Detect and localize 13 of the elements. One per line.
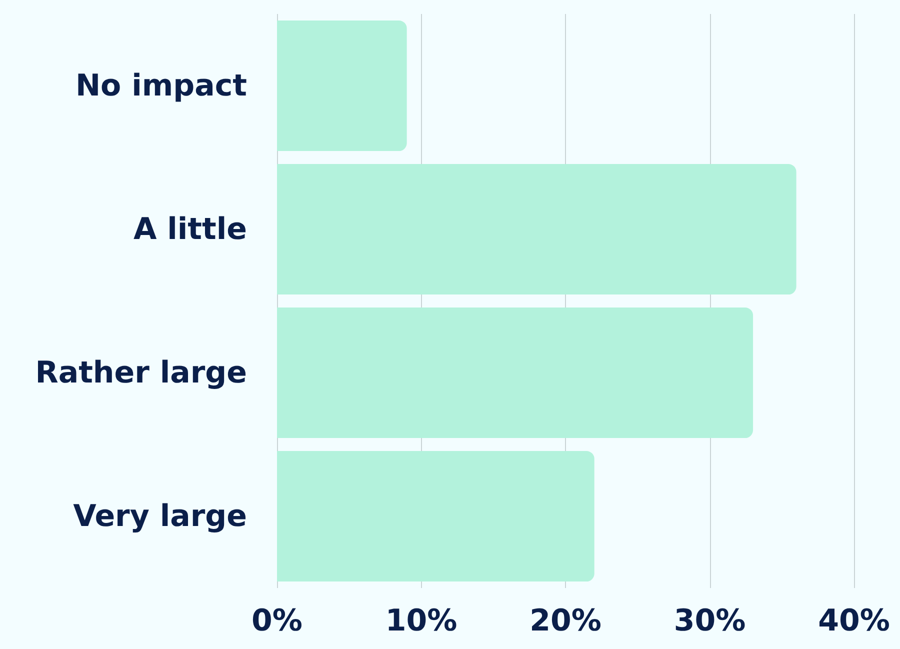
y-tick-label: Rather large	[35, 355, 247, 390]
y-tick-label: A little	[133, 212, 247, 247]
y-tick-label: Very large	[73, 498, 247, 534]
x-tick-label: 0%	[252, 604, 302, 638]
x-tick-label: 10%	[385, 604, 458, 638]
bar	[277, 164, 796, 295]
x-tick-label: 30%	[674, 604, 746, 638]
bar	[277, 307, 754, 438]
bar	[277, 20, 407, 152]
y-tick-label: No impact	[75, 68, 247, 104]
x-tick-label: 40%	[818, 604, 890, 638]
bar	[277, 450, 594, 582]
x-tick-label: 20%	[530, 604, 602, 638]
